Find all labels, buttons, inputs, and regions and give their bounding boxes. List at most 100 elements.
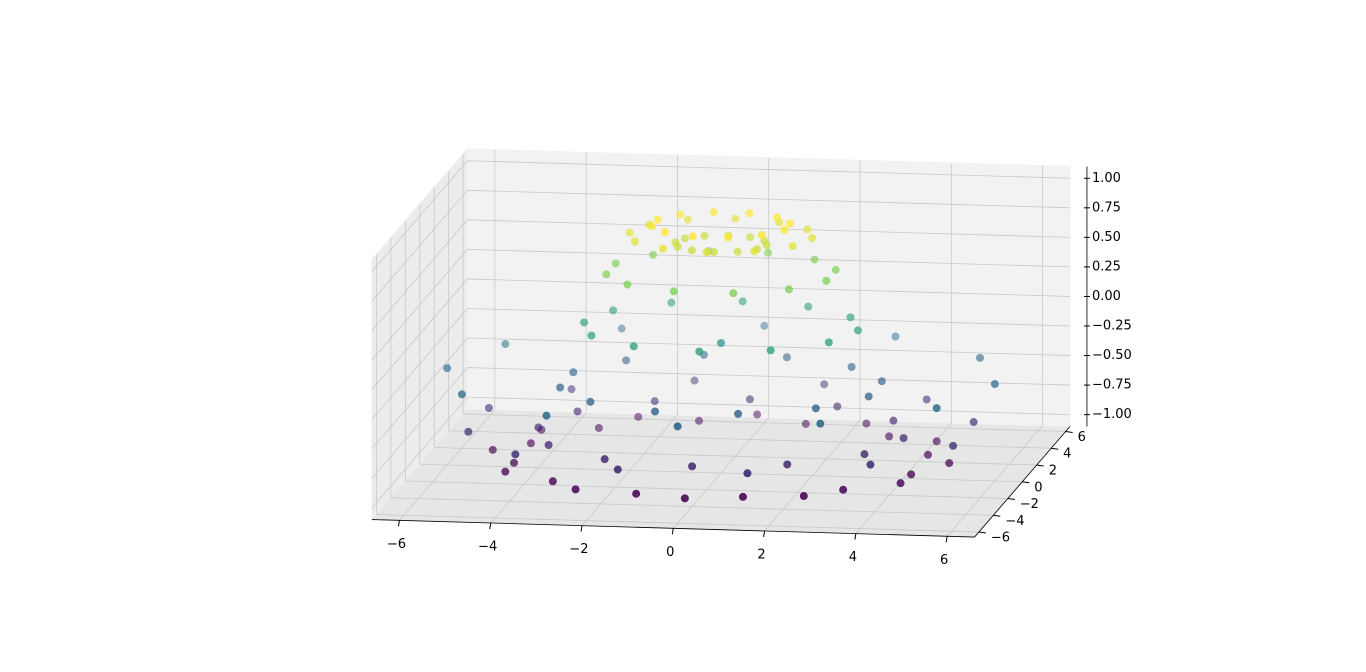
- grid-line: [371, 337, 468, 449]
- point: [847, 362, 856, 371]
- point: [501, 340, 510, 349]
- point: [784, 285, 793, 294]
- point: [569, 368, 578, 377]
- point: [695, 347, 704, 356]
- tick-mark: [1022, 481, 1030, 484]
- grid-line: [467, 160, 1070, 179]
- x-tick-label: 2: [757, 547, 765, 562]
- point: [573, 407, 582, 416]
- point: [634, 412, 643, 421]
- point: [587, 331, 596, 340]
- point: [709, 248, 718, 257]
- axis-line: [974, 426, 1071, 538]
- point: [586, 397, 595, 406]
- x-tick-label: 6: [940, 553, 948, 568]
- point: [632, 489, 641, 498]
- point: [580, 318, 589, 327]
- y-tick-label: −6: [991, 531, 1010, 546]
- point: [602, 270, 611, 279]
- point: [924, 450, 933, 459]
- point: [660, 228, 669, 237]
- point: [976, 353, 985, 362]
- point: [650, 397, 659, 406]
- point: [680, 234, 689, 243]
- point: [803, 225, 812, 234]
- point: [649, 250, 658, 259]
- tick-mark: [1065, 430, 1073, 433]
- point: [676, 210, 685, 219]
- point: [820, 380, 829, 389]
- point: [753, 410, 762, 419]
- point: [824, 338, 833, 347]
- point: [542, 411, 551, 420]
- point: [651, 407, 660, 416]
- y-tick-label: 6: [1078, 430, 1086, 445]
- point: [804, 302, 813, 311]
- point: [757, 231, 766, 240]
- y-tick-label: −2: [1020, 497, 1039, 512]
- point: [484, 403, 493, 412]
- point: [745, 395, 754, 404]
- point: [782, 353, 791, 362]
- grid-line: [467, 248, 1070, 268]
- tick-mark: [1007, 498, 1015, 501]
- point: [766, 346, 775, 355]
- point: [630, 237, 639, 246]
- point: [658, 244, 667, 253]
- point: [729, 289, 738, 298]
- point: [724, 233, 733, 242]
- point: [526, 439, 535, 448]
- point: [738, 297, 747, 306]
- tick-mark: [763, 530, 766, 538]
- point: [811, 404, 820, 413]
- grid-line: [467, 396, 1070, 416]
- point: [743, 469, 752, 478]
- grid-line: [467, 189, 1070, 209]
- z-tick-label: −1.00: [1092, 407, 1132, 422]
- point: [760, 321, 769, 330]
- grid-line: [463, 413, 1066, 432]
- point: [443, 364, 452, 373]
- grid-line: [371, 219, 468, 331]
- point: [688, 232, 697, 241]
- point: [548, 477, 557, 486]
- z-tick-label: 0.75: [1092, 200, 1121, 215]
- point: [702, 248, 711, 257]
- point: [783, 460, 792, 469]
- point: [822, 276, 831, 285]
- point: [647, 222, 656, 231]
- point: [866, 460, 875, 469]
- point: [609, 306, 618, 315]
- point: [810, 255, 819, 264]
- point: [623, 280, 632, 289]
- point: [457, 390, 466, 399]
- point: [690, 376, 699, 385]
- point: [613, 465, 622, 474]
- point: [862, 419, 871, 428]
- z-tick-label: 0.25: [1092, 259, 1121, 274]
- point: [788, 242, 797, 251]
- tick-mark: [993, 514, 1001, 517]
- grid-line: [390, 497, 994, 516]
- tick-mark: [978, 531, 986, 534]
- grid-line: [371, 160, 468, 272]
- point: [945, 459, 954, 468]
- x-tick-label: −2: [569, 542, 588, 557]
- point: [669, 287, 678, 296]
- x-tick-label: 4: [849, 550, 857, 565]
- axis-line: [372, 519, 975, 538]
- point: [617, 324, 626, 333]
- grid-line: [376, 514, 979, 533]
- point: [860, 450, 869, 459]
- point: [922, 395, 931, 404]
- grid-line: [467, 278, 1070, 297]
- point: [907, 470, 916, 479]
- point: [969, 418, 978, 427]
- point: [534, 423, 543, 432]
- y-tick-label: −4: [1005, 514, 1024, 529]
- z-tick-label: 0.50: [1092, 230, 1121, 245]
- point: [853, 326, 862, 335]
- tick-mark: [580, 525, 583, 532]
- x-tick-label: −4: [478, 540, 497, 555]
